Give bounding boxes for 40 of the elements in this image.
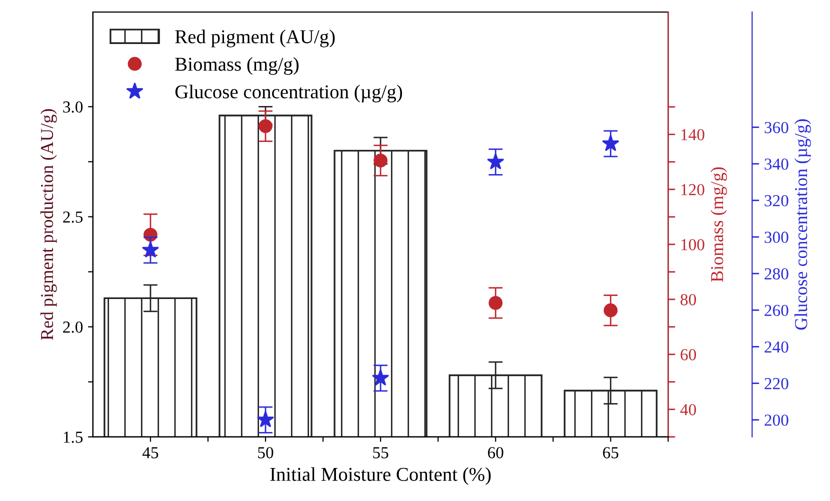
y-tick-label: 2.0	[63, 322, 83, 333]
x-tick-label: 55	[373, 447, 388, 458]
y3-tick-label: 280	[764, 268, 788, 280]
y2-axis-title: Biomass (mg/g)	[710, 167, 727, 282]
y2-tick-label: 40	[680, 404, 696, 416]
x-tick-label: 50	[258, 447, 274, 458]
y2-tick-label: 120	[681, 184, 704, 196]
x-tick-label: 45	[142, 447, 158, 458]
point	[374, 154, 388, 168]
legend-label: Biomass (mg/g)	[175, 57, 299, 75]
y-tick-label: 2.5	[63, 211, 83, 223]
point	[602, 134, 620, 152]
point	[488, 296, 503, 310]
y2-tick-label: 80	[680, 294, 696, 306]
point	[604, 303, 618, 318]
y3-tick-label: 320	[764, 195, 788, 206]
y2-tick-label: 100	[681, 239, 704, 250]
y-tick-label: 3.0	[63, 101, 83, 113]
y3-tick-label: 220	[764, 378, 788, 390]
x-axis-title: Initial Moisture Content (%)	[270, 467, 491, 485]
y3-tick-label: 360	[764, 122, 788, 134]
y3-tick-label: 300	[764, 232, 788, 243]
y2-tick-label: 140	[681, 129, 704, 140]
point	[256, 410, 274, 428]
point	[486, 152, 504, 170]
y2-tick-label: 60	[680, 349, 696, 360]
y3-tick-label: 260	[764, 304, 788, 316]
y3-tick-label: 240	[764, 341, 788, 353]
y3-tick-label: 340	[764, 158, 788, 170]
point	[258, 119, 272, 134]
y3-tick-label: 200	[764, 414, 788, 426]
x-tick-label: 60	[488, 447, 504, 458]
point	[372, 369, 390, 386]
legend-label: Red pigment (AU/g)	[175, 30, 335, 48]
y3-axis-title: Glucose concentration (µg/g)	[794, 119, 811, 330]
legend-label: Glucose concentration (µg/g)	[175, 84, 402, 102]
point	[142, 241, 160, 258]
x-tick-label: 65	[603, 447, 618, 458]
y-tick-label: 1.5	[64, 432, 83, 443]
y-axis-title: Red pigment production (AU/g)	[40, 109, 57, 340]
